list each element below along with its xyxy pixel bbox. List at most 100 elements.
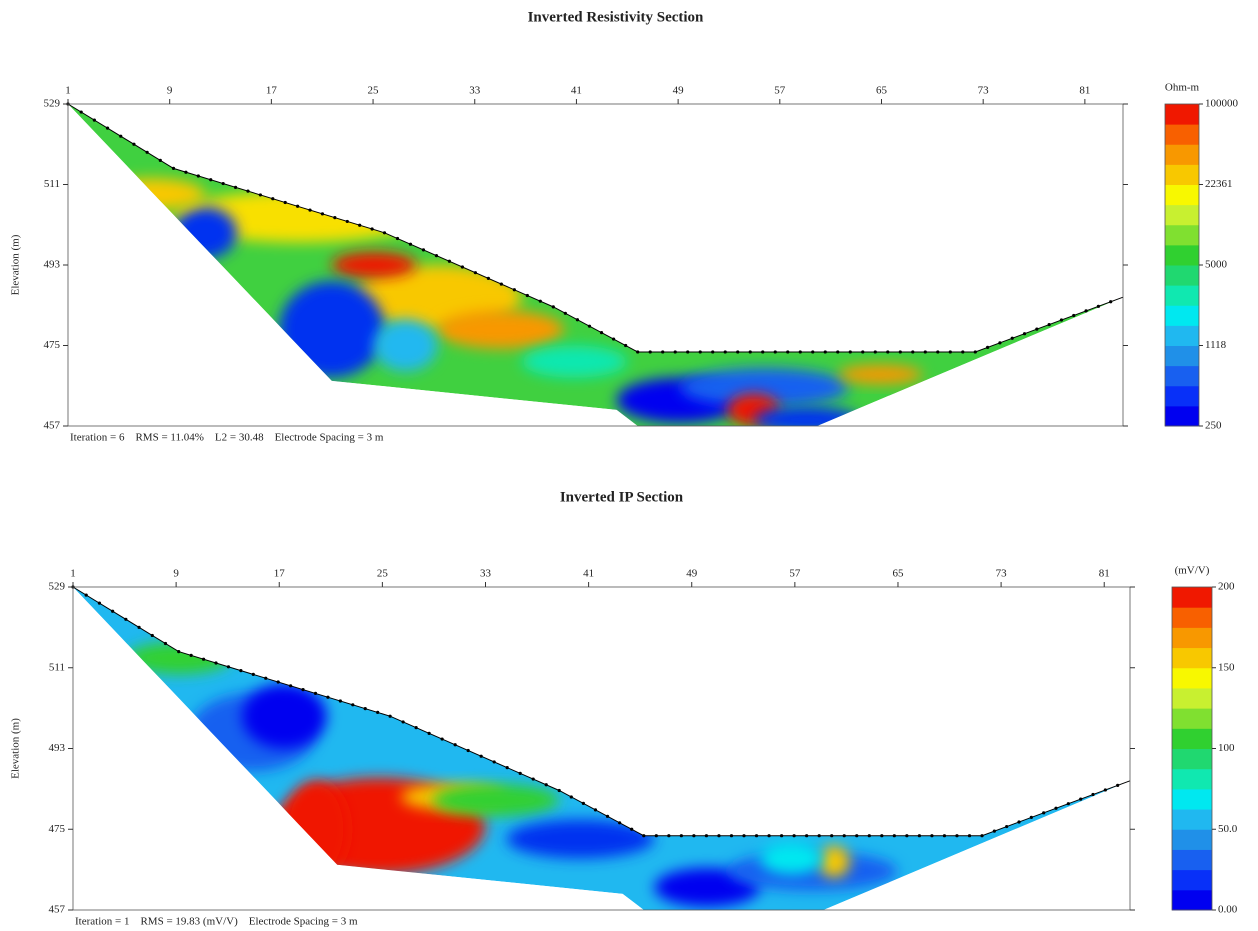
electrode — [358, 224, 361, 227]
electrode — [649, 350, 652, 353]
electrode — [1116, 784, 1119, 787]
electrode — [526, 294, 529, 297]
electrode — [119, 135, 122, 138]
colorbar-band — [1172, 789, 1212, 810]
electrode — [98, 602, 101, 605]
electrode — [301, 688, 304, 691]
section-base — [68, 104, 1123, 426]
electrode — [993, 830, 996, 833]
x-tick-label: 1 — [65, 85, 71, 97]
electrode — [172, 167, 175, 170]
colorbar-band — [1165, 366, 1199, 387]
electrode — [467, 749, 470, 752]
colorbar-tick-label: 200 — [1218, 581, 1235, 593]
electrode — [686, 350, 689, 353]
electrode — [692, 834, 695, 837]
electrode — [1109, 300, 1112, 303]
electrode — [861, 350, 864, 353]
electrode — [1067, 802, 1070, 805]
contour-zone — [174, 207, 237, 259]
electrode — [606, 815, 609, 818]
electrode — [680, 834, 683, 837]
electrode — [1091, 793, 1094, 796]
x-tick-label: 73 — [978, 85, 990, 97]
electrode — [402, 720, 405, 723]
electrode — [234, 186, 237, 189]
x-tick-label: 49 — [686, 568, 698, 580]
colorbar-label: Ohm-m — [1165, 82, 1200, 94]
x-tick-label: 41 — [571, 85, 582, 97]
colorbar-tick-label: 250 — [1205, 420, 1222, 432]
electrode — [239, 669, 242, 672]
electrode — [333, 216, 336, 219]
electrode — [805, 834, 808, 837]
electrode — [441, 737, 444, 740]
electrode — [855, 834, 858, 837]
electrode — [843, 834, 846, 837]
electrode — [636, 350, 639, 353]
electrode — [85, 593, 88, 596]
electrode — [474, 271, 477, 274]
electrode — [830, 834, 833, 837]
electrode — [780, 834, 783, 837]
electrode — [612, 337, 615, 340]
electrode — [655, 834, 658, 837]
electrode — [513, 288, 516, 291]
electrode — [364, 707, 367, 710]
electrode — [699, 350, 702, 353]
electrode — [749, 350, 752, 353]
x-tick-label: 65 — [892, 568, 904, 580]
electrode — [661, 350, 664, 353]
contour-zone — [279, 281, 385, 378]
colorbar-band — [1172, 829, 1212, 850]
electrode — [296, 205, 299, 208]
colorbar-tick-label: 5000 — [1205, 259, 1228, 271]
electrode — [106, 127, 109, 130]
electrode — [986, 346, 989, 349]
electrode — [190, 654, 193, 657]
electrode — [1084, 309, 1087, 312]
electrode — [949, 350, 952, 353]
colorbar-band — [1165, 406, 1199, 427]
contour-zone — [506, 820, 654, 859]
electrode — [576, 318, 579, 321]
electrode — [705, 834, 708, 837]
electrode — [500, 282, 503, 285]
electrode — [487, 277, 490, 280]
chart-title: Inverted Resistivity Section — [528, 9, 704, 25]
electrode — [435, 254, 438, 257]
electrode — [289, 684, 292, 687]
contour-zone — [126, 642, 232, 674]
colorbar-band — [1172, 668, 1212, 689]
x-tick-label: 81 — [1099, 568, 1110, 580]
electrode — [383, 231, 386, 234]
electrode — [93, 119, 96, 122]
electrode — [222, 182, 225, 185]
electrode — [1097, 305, 1100, 308]
colorbar-tick-label: 100 — [1218, 742, 1235, 754]
y-tick-label: 511 — [44, 178, 60, 190]
colorbar-band — [1165, 265, 1199, 286]
electrode — [1054, 807, 1057, 810]
electrode — [1072, 314, 1075, 317]
electrode — [376, 711, 379, 714]
electrode — [711, 350, 714, 353]
contour-zone — [522, 346, 628, 378]
electrode — [308, 208, 311, 211]
colorbar-band — [1165, 305, 1199, 326]
electrode — [197, 174, 200, 177]
electrode — [202, 658, 205, 661]
contour-zone — [432, 784, 559, 816]
electrode — [674, 350, 677, 353]
electrode — [1030, 816, 1033, 819]
electrode — [980, 834, 983, 837]
colorbar-band — [1165, 124, 1199, 145]
electrode — [955, 834, 958, 837]
electrode — [448, 260, 451, 263]
colorbar-tick-label: 22361 — [1205, 178, 1233, 190]
electrode — [1048, 323, 1051, 326]
colorbar-tick-label: 0.00 — [1218, 904, 1238, 916]
electrode — [600, 331, 603, 334]
x-tick-label: 9 — [173, 568, 179, 580]
y-tick-label: 529 — [49, 581, 66, 593]
